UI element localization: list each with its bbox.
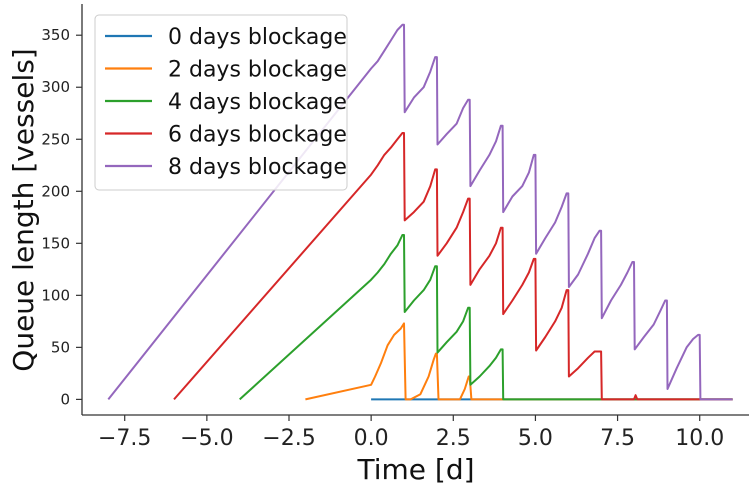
x-ticks: −7.5 −5.0 −2.5 0.0 2.5 5.0 7.5 10.0	[98, 415, 724, 451]
legend-label: 8 days blockage	[168, 155, 347, 180]
x-tick-label: −7.5	[98, 426, 151, 451]
x-tick-label: 0.0	[354, 426, 389, 451]
x-axis-label: Time [d]	[356, 453, 474, 486]
x-tick-label: 2.5	[436, 426, 471, 451]
legend-label: 2 days blockage	[168, 58, 347, 83]
axes	[81, 4, 749, 416]
plot-lines	[107, 23, 733, 401]
x-tick-label: −5.0	[180, 426, 233, 451]
x-tick-label: 5.0	[518, 426, 553, 451]
series-line-1	[305, 322, 733, 401]
y-tick-label: 150	[41, 234, 70, 252]
series-line-2	[239, 234, 733, 401]
series-line-3	[173, 132, 733, 401]
legend-box	[94, 14, 348, 191]
y-tick-label: 200	[41, 182, 70, 200]
y-axis-label: Queue length [vessels]	[7, 48, 40, 371]
y-tick-label: 100	[41, 286, 70, 304]
y-tick-label: 350	[41, 26, 70, 44]
x-tick-label: −2.5	[262, 426, 315, 451]
y-tick-label: 0	[60, 390, 70, 408]
x-tick-label: 10.0	[675, 426, 724, 451]
legend: 0 days blockage 2 days blockage 4 days blo…	[94, 14, 348, 191]
y-tick-label: 300	[41, 78, 70, 96]
y-ticks: 0 50 100 150 200 250 300 350	[41, 26, 82, 408]
x-tick-label: 7.5	[600, 426, 635, 451]
y-tick-label: 250	[41, 130, 70, 148]
legend-label: 6 days blockage	[168, 123, 347, 148]
series-line-4	[107, 23, 733, 401]
y-tick-label: 50	[51, 338, 70, 356]
legend-label: 4 days blockage	[168, 90, 347, 115]
legend-label: 0 days blockage	[168, 25, 347, 50]
